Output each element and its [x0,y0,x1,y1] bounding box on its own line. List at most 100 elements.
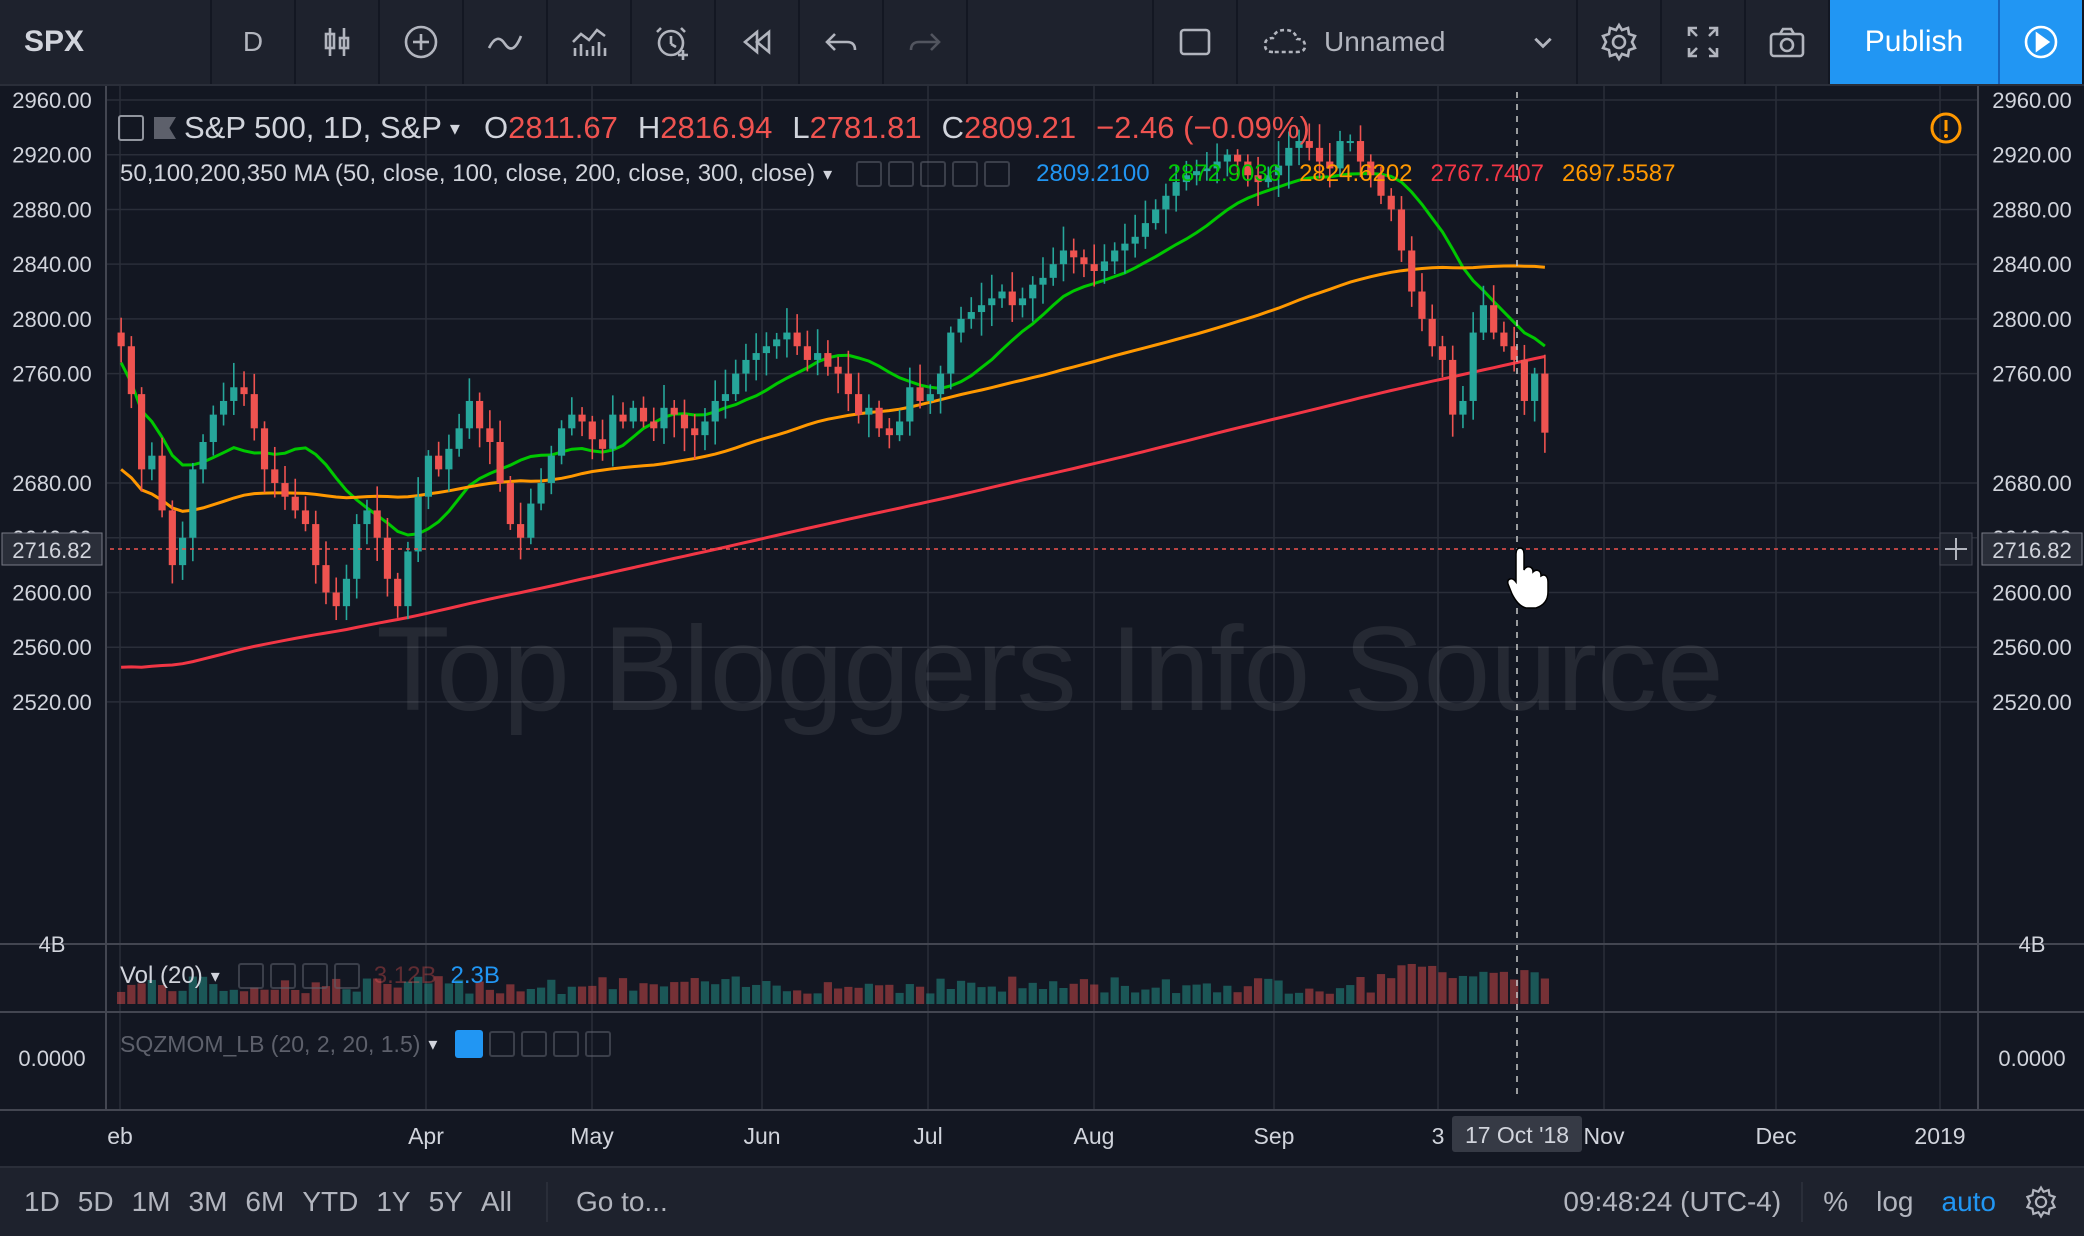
range-ytd[interactable]: YTD [302,1186,359,1217]
volume-bar [311,982,320,1004]
time-tick: May [570,1123,614,1149]
candle [1367,154,1375,188]
volume-bar [1233,992,1242,1004]
crosshair-plus-icon[interactable] [1939,532,1973,566]
chevron-down-icon[interactable]: ▾ [210,965,220,986]
candle [1100,244,1109,284]
candle [1428,304,1436,357]
eye-icon[interactable] [455,1030,484,1058]
candle [230,362,238,415]
fullscreen-icon[interactable] [1662,0,1746,84]
volume-series [117,963,1549,1004]
volume-bar [874,985,884,1004]
settings-icon[interactable] [888,161,915,187]
volume-bar [1192,984,1201,1004]
goto-button[interactable]: Go to... [575,1186,668,1217]
source-icon[interactable] [521,1031,548,1057]
divider [1801,1182,1804,1222]
candles-icon[interactable] [296,0,380,84]
time-tick: 3 [1432,1123,1445,1149]
vol-label[interactable]: Vol (20) [120,962,203,989]
volume-bar [1018,988,1027,1004]
remove-icon[interactable] [984,161,1011,187]
chart-canvas[interactable]: Top Bloggers Info Source 2960.00 2960.002… [0,86,2084,1162]
collapse-legend-icon[interactable] [118,115,144,141]
series-title[interactable]: S&P 500, 1D, S&P [184,110,442,145]
settings-icon[interactable] [489,1031,516,1057]
clock[interactable]: 09:48:24 (UTC-4) [1563,1186,1782,1217]
layout-selector[interactable]: Unnamed [1238,0,1578,84]
eye-icon[interactable] [237,963,264,989]
chevron-down-icon[interactable]: ▾ [449,117,460,140]
publish-button[interactable]: Publish [1830,0,2000,84]
range-5y[interactable]: 5Y [428,1186,463,1217]
volume-bar [1469,976,1478,1004]
candle [977,282,986,336]
volume-bar [506,984,515,1004]
sqz-label[interactable]: SQZMOM_LB (20, 2, 20, 1.5) [120,1030,421,1057]
eye-icon[interactable] [856,161,883,187]
log-toggle[interactable]: log [1876,1186,1914,1217]
volume-bar [895,992,904,1004]
remove-icon[interactable] [333,963,360,989]
more-icon[interactable] [952,161,979,187]
ma-label[interactable]: 50,100,200,350 MA (50, close, 100, close… [120,160,816,187]
rectangle-icon[interactable] [1154,0,1238,84]
warning-icon[interactable] [1930,112,1962,144]
more-icon[interactable] [553,1031,580,1057]
chart-area[interactable]: Top Bloggers Info Source 2960.00 2960.00 2… [0,86,2084,1162]
candle [158,437,166,518]
indicators-icon[interactable] [548,0,632,84]
price-axis[interactable]: 2960.00 2960.00 2920.00 2920.00 2880.00 2880.… [12,88,2072,1071]
undo-icon[interactable] [800,0,884,84]
candle [957,306,965,343]
play-icon[interactable] [2000,0,2084,84]
percent-toggle[interactable]: % [1823,1186,1849,1217]
auto-toggle[interactable]: auto [1941,1186,1997,1217]
settings-icon[interactable] [269,963,296,989]
price-tick-left: 2520.00 [12,690,92,715]
volume-bar [834,988,843,1004]
range-1m[interactable]: 1M [131,1186,171,1217]
range-5d[interactable]: 5D [77,1186,114,1217]
ma-100-line [120,264,1546,513]
candle [1182,160,1190,191]
range-all[interactable]: All [480,1186,512,1217]
symbol-search[interactable]: SPX [0,0,212,84]
remove-icon[interactable] [585,1031,612,1057]
current-price-label-left: 2716.82 [1,532,103,566]
interval-button[interactable]: D [212,0,296,84]
candle [496,420,504,492]
alert-icon[interactable] [632,0,716,84]
candle [1520,344,1528,415]
volume-bar [557,993,566,1004]
candle [168,500,176,584]
candle [1141,200,1149,249]
add-indicator-icon[interactable] [380,0,464,84]
chevron-down-icon[interactable]: ▾ [428,1033,438,1054]
source-icon[interactable] [920,161,947,187]
volume-bar [864,983,873,1004]
chevron-down-icon[interactable]: ▾ [823,163,833,184]
candle [588,415,596,460]
candle [363,499,371,545]
replay-icon[interactable] [716,0,800,84]
compare-icon[interactable] [464,0,548,84]
gear-icon[interactable] [1578,0,1662,84]
range-1d[interactable]: 1D [24,1186,60,1217]
volume-bar [536,987,546,1004]
camera-icon[interactable] [1746,0,1830,84]
volume-bar [1325,993,1334,1004]
gear-icon[interactable] [2024,1185,2058,1219]
range-6m[interactable]: 6M [245,1186,285,1217]
volume-bar [219,990,228,1004]
ma-value-5: 2697.5587 [1561,160,1676,187]
time-axis[interactable]: eb Apr May Jun Jul Aug Sep 3 Nov Dec 2019 [107,1123,1965,1149]
volume-bar [987,986,996,1004]
range-3m[interactable]: 3M [188,1186,228,1217]
more-icon[interactable] [301,963,328,989]
volume-bar [1161,979,1170,1004]
range-1y[interactable]: 1Y [376,1186,411,1217]
candle [844,350,852,412]
redo-icon[interactable] [884,0,968,84]
